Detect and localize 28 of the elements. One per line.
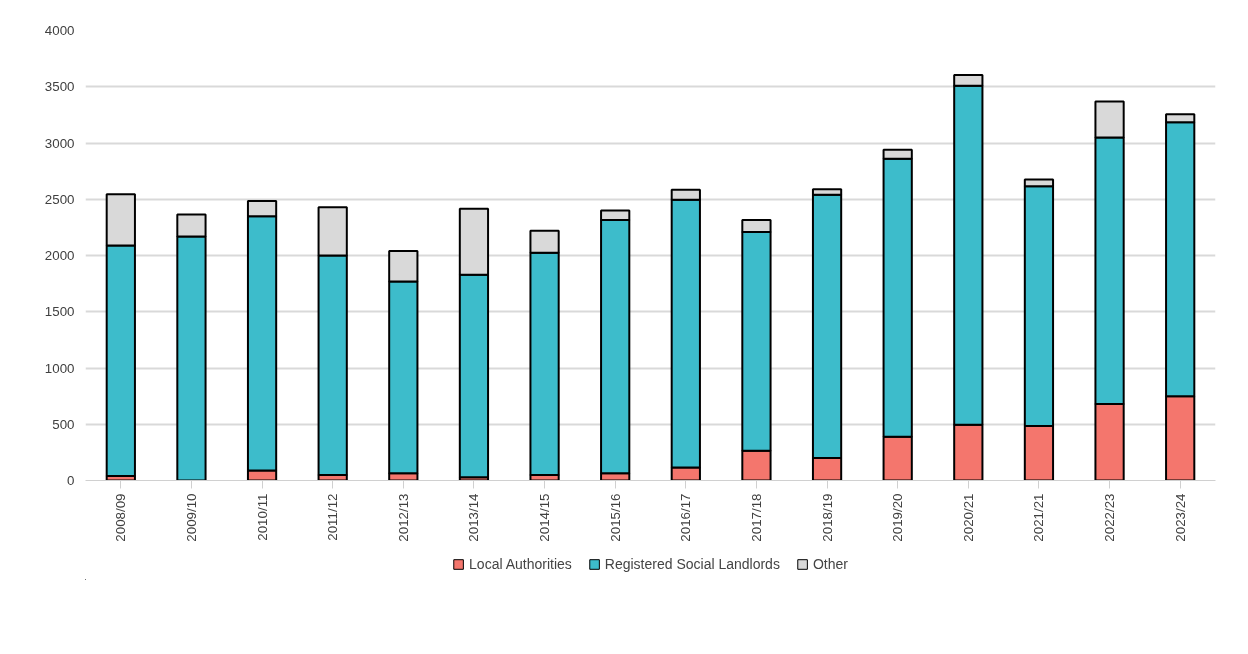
x-tick-label: 2011/12 (325, 493, 341, 541)
x-tick-label: 2010/11 (254, 493, 270, 541)
y-tick-label: 4000 (44, 23, 75, 38)
x-tick-label: 2023/24 (1172, 492, 1188, 542)
y-tick-label: 500 (52, 416, 75, 432)
y-tick-label: 1000 (44, 360, 75, 376)
x-tick-label: 2014/15 (537, 493, 553, 542)
x-tick-label: 2013/14 (466, 492, 482, 542)
y-tick-label: 1500 (44, 304, 75, 320)
x-tick-label: 2020/21 (960, 493, 976, 542)
y-tick-label: 3500 (44, 79, 75, 95)
legend-label: Other (812, 556, 848, 572)
x-tick-label: 2018/19 (819, 493, 835, 542)
y-tick-label: 0 (67, 473, 75, 488)
y-tick-label: 3000 (44, 135, 75, 151)
legend-label: Local Authorities (469, 556, 572, 572)
x-tick-label: 2017/18 (748, 493, 764, 542)
x-tick-label: 2016/17 (678, 493, 694, 542)
legend-label: Registered Social Landlords (604, 556, 780, 572)
x-tick-label: 2009/10 (183, 493, 199, 542)
x-tick-label: 2012/13 (395, 493, 411, 542)
x-tick-label: 2022/23 (1102, 493, 1118, 542)
y-tick-label: 2000 (44, 248, 75, 263)
x-tick-label: 2021/21 (1031, 493, 1047, 542)
x-tick-label: 2015/16 (607, 493, 623, 542)
y-tick-label: 2500 (44, 191, 75, 207)
x-tick-label: 2008/09 (113, 493, 129, 542)
x-tick-label: 2019/20 (890, 493, 906, 542)
